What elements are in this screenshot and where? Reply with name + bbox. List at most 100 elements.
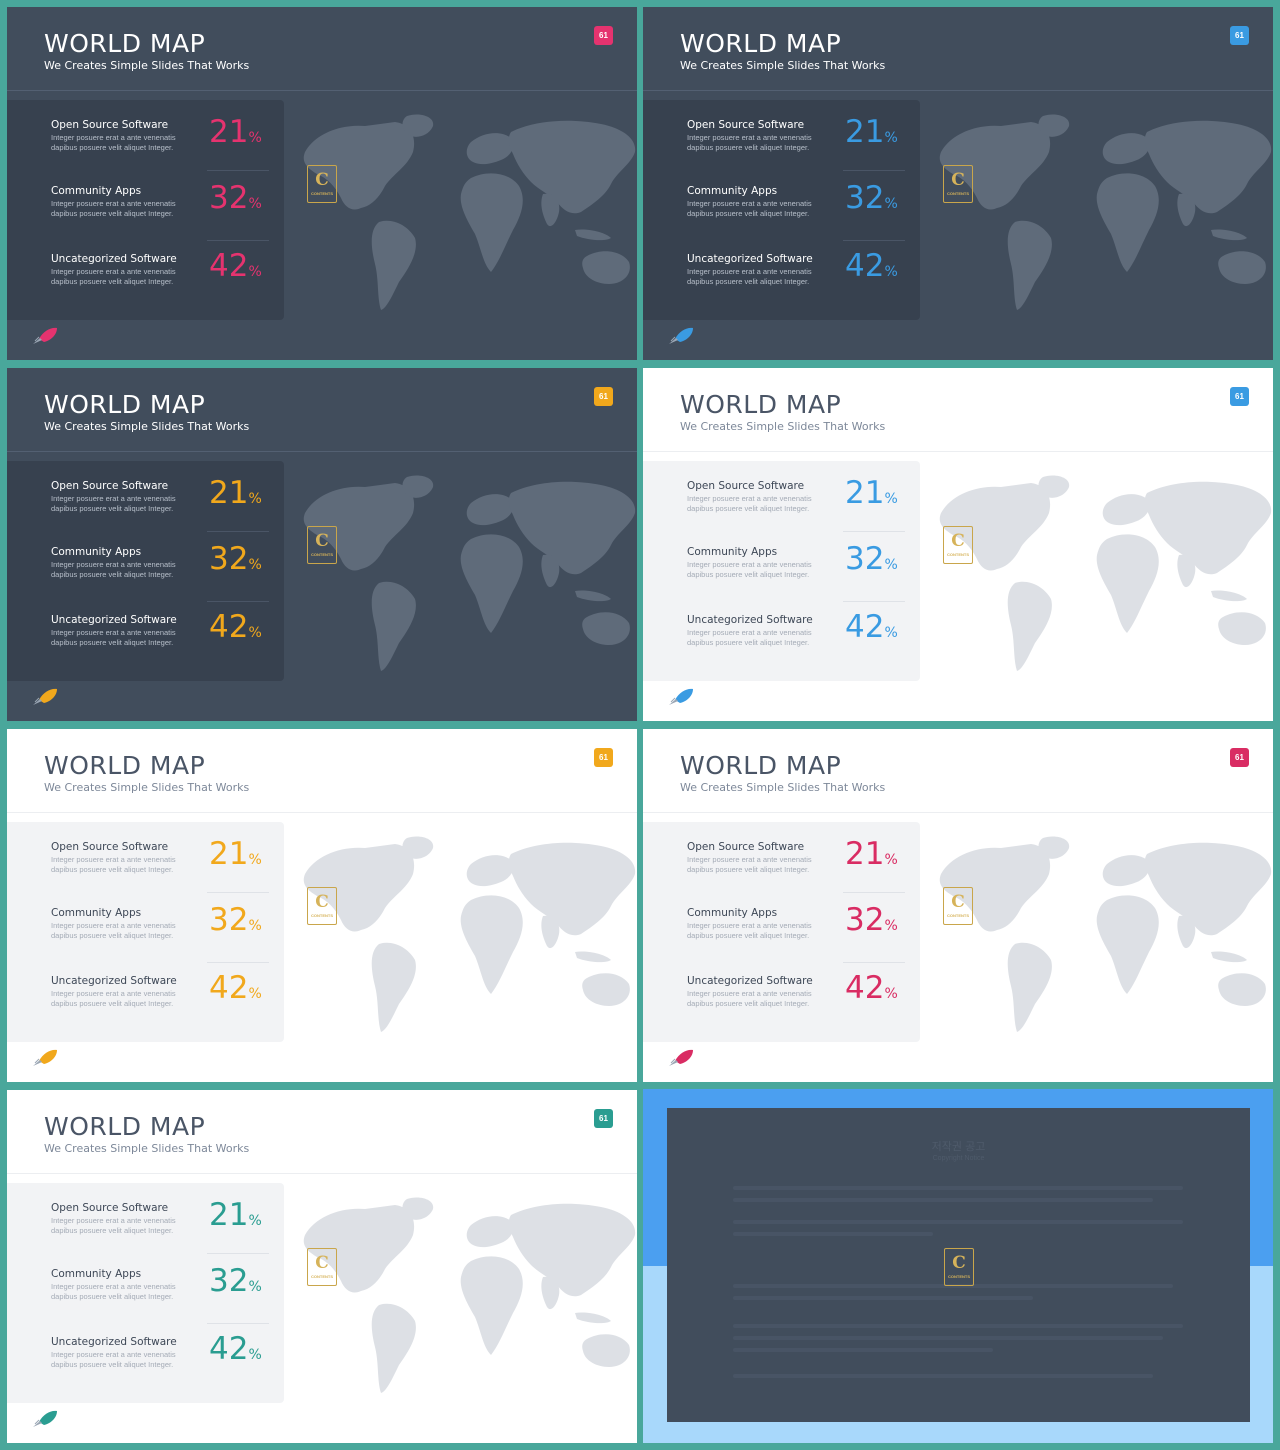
stat-percent-sign: %: [248, 1279, 262, 1295]
stat-description: Integer posuere erat a ante venenatis da…: [687, 560, 812, 579]
stat-value: 32%: [209, 902, 262, 938]
map-south-america: [371, 581, 416, 671]
world-map: [939, 114, 1272, 310]
stat-separator: [843, 601, 905, 602]
stat-separator: [207, 892, 269, 893]
logo-text: CONTENTS: [311, 1274, 333, 1279]
map-india: [1177, 193, 1196, 227]
slide-subtitle: We Creates Simple Slides That Works: [44, 420, 250, 433]
page-number-badge: 61: [1230, 748, 1249, 767]
stat-label: Open Source Software: [687, 119, 805, 131]
stat-item: Open Source Software Integer posuere era…: [643, 100, 920, 166]
rocket-body: [39, 688, 57, 703]
stat-number: 42: [209, 609, 249, 645]
map-north-america: [303, 1205, 415, 1293]
stat-separator: [207, 1253, 269, 1254]
stat-value: 21%: [845, 475, 898, 511]
stat-value: 21%: [845, 836, 898, 872]
stat-description: Integer posuere erat a ante venenatis da…: [51, 1282, 176, 1301]
stat-label: Community Apps: [51, 546, 142, 558]
stat-description: Integer posuere erat a ante venenatis da…: [687, 989, 812, 1008]
rocket-body: [39, 327, 57, 342]
logo-text: CONTENTS: [947, 913, 969, 918]
map-australia: [582, 973, 630, 1006]
map-asia: [1144, 842, 1272, 936]
stat-number: 21: [845, 475, 885, 511]
stat-percent-sign: %: [884, 264, 898, 280]
map-south-america: [371, 942, 416, 1032]
header-divider: [7, 812, 637, 813]
map-greenland: [402, 836, 434, 859]
map-africa: [460, 534, 523, 633]
stat-value: 21%: [209, 114, 262, 150]
notice-text-line: [733, 1284, 1173, 1288]
header-divider: [643, 812, 1273, 813]
stat-item: Uncategorized Software Integer posuere e…: [7, 956, 284, 1022]
stat-percent-sign: %: [884, 625, 898, 641]
map-asia: [508, 1203, 636, 1297]
rocket-body: [675, 688, 693, 703]
notice-text-line: [733, 1198, 1153, 1202]
stat-item: Open Source Software Integer posuere era…: [7, 461, 284, 527]
stat-number: 32: [209, 541, 249, 577]
map-australia: [1218, 251, 1266, 284]
map-asia: [508, 481, 636, 575]
slide-title: WORLD MAP: [44, 390, 206, 419]
stat-label: Community Apps: [51, 185, 142, 197]
stat-item: Uncategorized Software Integer posuere e…: [643, 234, 920, 300]
map-indonesia: [575, 1312, 611, 1324]
stat-label: Community Apps: [687, 546, 778, 558]
stat-value: 32%: [209, 541, 262, 577]
stat-value: 32%: [845, 902, 898, 938]
stat-description: Integer posuere erat a ante venenatis da…: [687, 921, 812, 940]
world-map: [939, 836, 1272, 1032]
stat-number: 42: [209, 1331, 249, 1367]
map-europe: [466, 1216, 514, 1248]
stat-number: 21: [845, 114, 885, 150]
stats-panel: Open Source Software Integer posuere era…: [7, 461, 284, 681]
header-divider: [7, 451, 637, 452]
rocket-icon: [33, 1410, 57, 1427]
map-south-america: [1007, 220, 1052, 310]
stat-label: Uncategorized Software: [51, 975, 177, 987]
stat-separator: [207, 531, 269, 532]
stat-value: 42%: [845, 970, 898, 1006]
stat-number: 32: [845, 902, 885, 938]
map-greenland: [1038, 475, 1070, 498]
map-greenland: [1038, 114, 1070, 137]
stat-separator: [207, 601, 269, 602]
stat-description: Integer posuere erat a ante venenatis da…: [687, 855, 812, 874]
slide-3: WORLD MAP We Creates Simple Slides That …: [7, 368, 637, 721]
stats-panel: Open Source Software Integer posuere era…: [7, 1183, 284, 1403]
map-india: [541, 193, 560, 227]
stat-label: Community Apps: [687, 907, 778, 919]
stat-item: Community Apps Integer posuere erat a an…: [7, 527, 284, 593]
rocket-icon: [669, 1049, 693, 1066]
logo-text: CONTENTS: [948, 1274, 970, 1279]
stat-item: Open Source Software Integer posuere era…: [7, 100, 284, 166]
notice-panel: 저작권 공고 Copyright Notice C CONTENTS: [667, 1108, 1250, 1422]
stat-number: 32: [845, 541, 885, 577]
page-number-badge: 61: [1230, 387, 1249, 406]
stat-description: Integer posuere erat a ante venenatis da…: [51, 989, 176, 1008]
stat-description: Integer posuere erat a ante venenatis da…: [51, 494, 176, 513]
stat-label: Uncategorized Software: [687, 253, 813, 265]
logo-letter: C: [315, 170, 329, 190]
slide-title: WORLD MAP: [680, 390, 842, 419]
rocket-icon: [33, 1049, 57, 1066]
slide-subtitle: We Creates Simple Slides That Works: [680, 59, 886, 72]
stat-percent-sign: %: [248, 986, 262, 1002]
watermark-logo: C CONTENTS: [943, 887, 973, 925]
map-indonesia: [575, 951, 611, 963]
stat-label: Uncategorized Software: [687, 614, 813, 626]
stats-panel: Open Source Software Integer posuere era…: [643, 822, 920, 1042]
map-asia: [508, 842, 636, 936]
map-africa: [1096, 534, 1159, 633]
logo-letter: C: [951, 170, 965, 190]
header-divider: [7, 1173, 637, 1174]
stat-item: Community Apps Integer posuere erat a an…: [7, 1249, 284, 1315]
stat-description: Integer posuere erat a ante venenatis da…: [687, 133, 812, 152]
map-greenland: [402, 1197, 434, 1220]
rocket-icon: [33, 688, 57, 705]
logo-text: CONTENTS: [311, 913, 333, 918]
